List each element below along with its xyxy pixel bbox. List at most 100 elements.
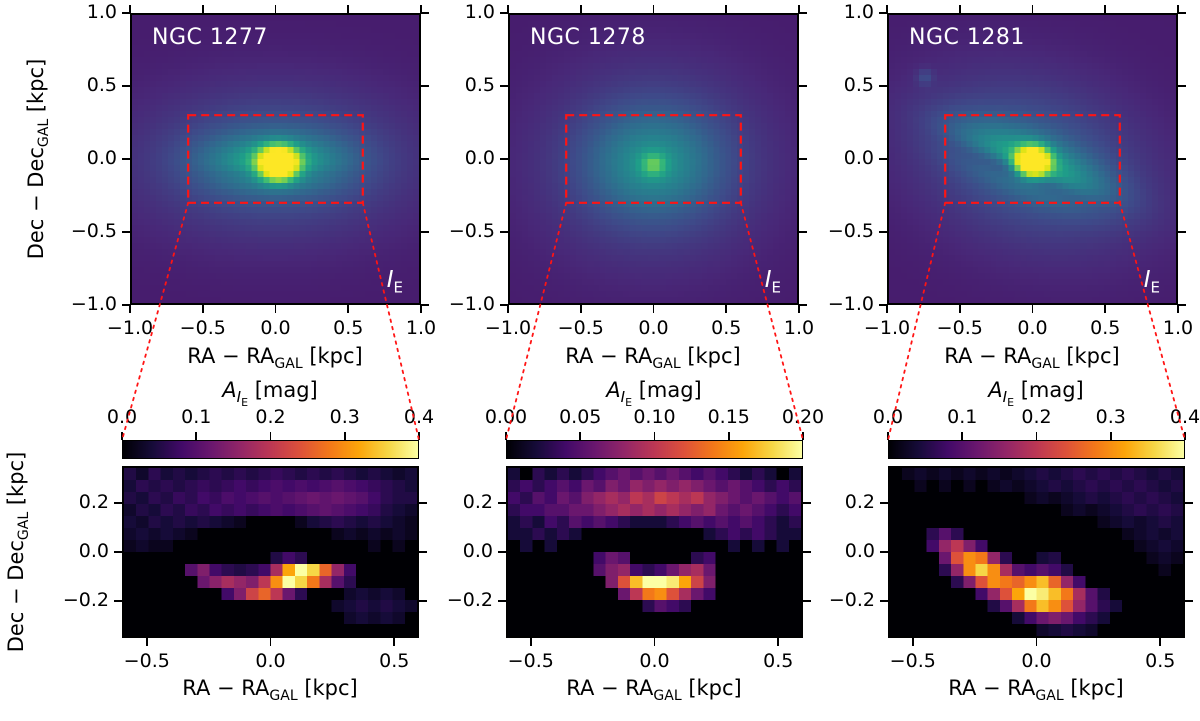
tick-label: 1.0	[783, 317, 815, 339]
tick-label: 0.5	[843, 74, 874, 96]
x-axis-label-text: RA − RA	[948, 676, 1036, 700]
band-label: IE	[765, 267, 781, 297]
tick-label: 1.0	[1162, 317, 1194, 339]
tick-label: 0.0	[844, 540, 875, 562]
x-axis-label: RA − RAGAL [kpc]	[944, 344, 1120, 372]
tick-label: 0.3	[329, 406, 360, 428]
tick-mark	[880, 551, 888, 553]
tick-mark	[725, 305, 728, 313]
tick-label: 0.0	[462, 540, 493, 562]
x-axis-label-units: [kpc]	[1059, 344, 1120, 368]
tick-mark	[114, 501, 122, 504]
tick-mark	[505, 432, 507, 440]
tick-mark	[201, 5, 204, 13]
tick-label: 1.0	[843, 1, 874, 23]
tick-mark	[1035, 638, 1038, 646]
tick-mark	[393, 638, 396, 646]
tick-label: 0.00	[484, 406, 528, 428]
tick-label: −1.0	[863, 317, 911, 339]
tick-label: 0.4	[1169, 406, 1200, 428]
colorbar-label-symbol: A	[606, 378, 621, 402]
tick-label: 0.5	[333, 317, 364, 339]
tick-mark	[1178, 12, 1186, 14]
x-axis-label: RA − RAGAL [kpc]	[182, 676, 358, 704]
tick-label: −0.5	[827, 220, 874, 242]
tick-label: −1.0	[70, 293, 117, 315]
tick-label: −0.5	[123, 650, 170, 672]
tick-mark	[879, 304, 887, 306]
tick-mark	[653, 638, 656, 646]
tick-label: −0.5	[889, 650, 936, 672]
tick-mark	[498, 551, 506, 553]
tick-mark	[129, 5, 131, 13]
extinction-colorbar	[122, 440, 419, 459]
tick-mark	[725, 5, 728, 13]
tick-mark	[799, 12, 807, 14]
tick-label: 0.5	[379, 650, 410, 672]
extinction-map-panel-ngc1277	[122, 466, 419, 638]
tick-mark	[421, 12, 429, 14]
tick-mark	[1031, 5, 1034, 13]
colorbar-label-sub-symbol: I	[1002, 388, 1008, 407]
tick-label: 0.10	[633, 406, 676, 428]
tick-mark	[269, 638, 272, 646]
tick-mark	[507, 305, 509, 313]
tick-mark	[500, 231, 508, 233]
tick-mark	[500, 158, 508, 160]
tick-label: −0.5	[557, 317, 604, 339]
tick-label: 0.5	[1090, 317, 1121, 339]
tick-mark	[799, 85, 807, 87]
x-axis-label: RA − RAGAL [kpc]	[565, 344, 741, 372]
tick-mark	[1104, 305, 1107, 313]
tick-label: −0.5	[507, 650, 554, 672]
y-axis-label-units: [kpc]	[23, 58, 48, 119]
tick-label: −0.5	[70, 220, 117, 242]
x-axis-label-units: [kpc]	[297, 676, 358, 700]
colorbar-label-sub-symbol: I	[620, 388, 626, 407]
tick-mark	[802, 432, 804, 440]
tick-mark	[419, 551, 427, 553]
colorbar-label-subsub: E	[241, 396, 249, 410]
band-label-subscript: E	[393, 279, 403, 297]
tick-label: −1.0	[448, 293, 495, 315]
x-axis-label-subscript: GAL	[274, 356, 303, 373]
tick-label: −1.0	[827, 293, 874, 315]
tick-label: −1.0	[106, 317, 154, 339]
tick-mark	[421, 231, 429, 233]
tick-mark	[274, 305, 277, 313]
tick-label: 0.0	[639, 650, 670, 672]
tick-mark	[498, 501, 506, 504]
colorbar-label-subsub: E	[625, 396, 633, 410]
extinction-map-canvas	[508, 468, 801, 636]
x-axis-label-units: [kpc]	[1063, 676, 1124, 700]
extinction-map-panel-ngc1278	[506, 466, 803, 638]
tick-mark	[1031, 305, 1034, 313]
tick-mark	[803, 600, 811, 603]
tick-mark	[579, 5, 582, 13]
tick-mark	[421, 85, 429, 87]
tick-mark	[500, 85, 508, 87]
tick-label: 0.5	[464, 74, 495, 96]
x-axis-label-units: [kpc]	[302, 344, 363, 368]
extinction-map-canvas	[124, 468, 417, 636]
tick-label: 1.0	[405, 317, 437, 339]
panel-title: NGC 1281	[909, 25, 1025, 50]
colorbar-label-symbol: A	[988, 378, 1003, 402]
tick-mark	[121, 432, 123, 440]
tick-mark	[420, 5, 422, 13]
tick-mark	[1035, 432, 1038, 440]
tick-mark	[727, 432, 730, 440]
tick-mark	[122, 231, 130, 233]
tick-mark	[274, 5, 277, 13]
tick-mark	[886, 305, 888, 313]
tick-mark	[1185, 600, 1193, 603]
band-label: IE	[1144, 267, 1160, 297]
tick-label: 0.5	[86, 74, 117, 96]
galaxy-panel-ngc1278: NGC 1278 IE	[508, 13, 799, 305]
y-axis-label-text: Dec − Dec	[3, 540, 28, 653]
tick-mark	[579, 305, 582, 313]
tick-mark	[1178, 304, 1186, 306]
tick-label: −0.2	[62, 589, 109, 612]
band-label-subscript: E	[1150, 279, 1160, 297]
tick-mark	[1104, 5, 1107, 13]
